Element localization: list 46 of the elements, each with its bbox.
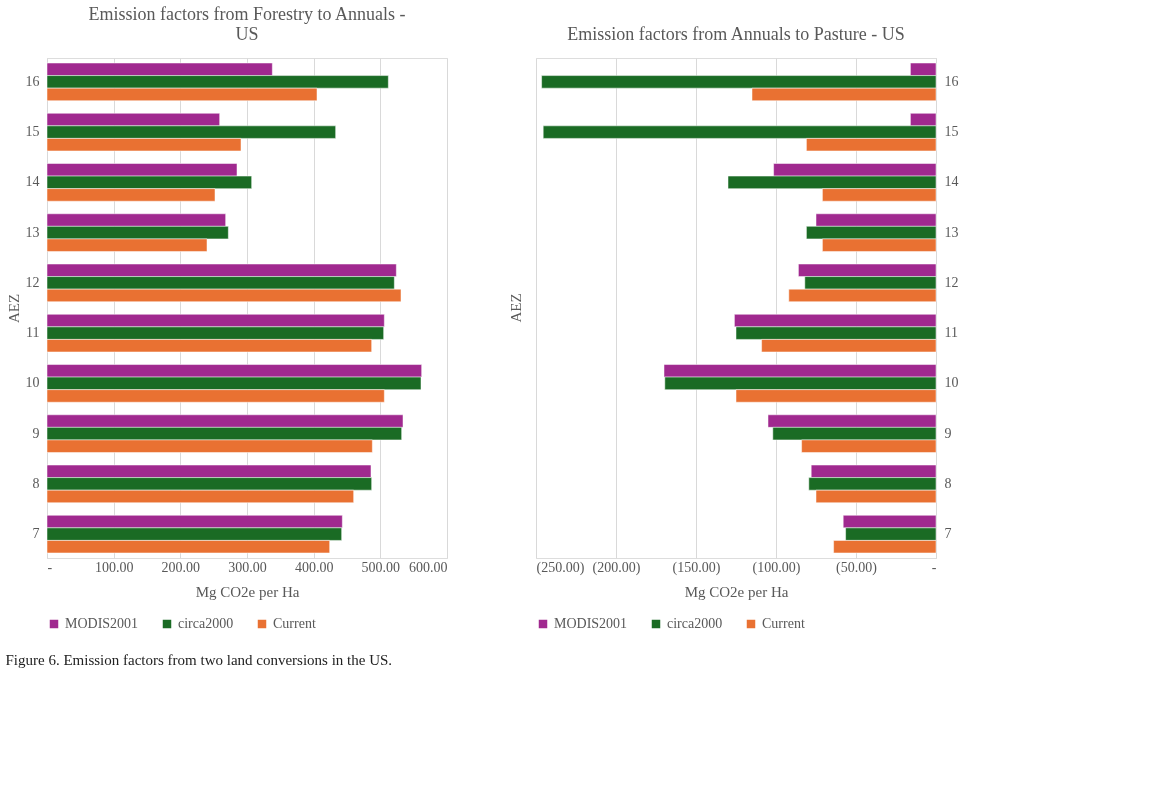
y-tick-label: 15 [944, 124, 959, 140]
y-tick-label: 10 [944, 375, 959, 391]
y-tick-label: 8 [32, 475, 40, 491]
x-axis-title: Mg CO2e per Ha [684, 583, 789, 600]
chart-title: Emission factors from Annuals to Pasture - US [567, 24, 905, 44]
y-tick-label: 16 [944, 73, 959, 89]
y-axis-title: AEZ [5, 293, 22, 324]
chart-title: Emission factors from Forestry to Annuals - US [88, 4, 406, 44]
caption: Figure 6. Emission factors from two land conversions in the US. [5, 651, 393, 668]
y-tick-label: 10 [25, 375, 40, 391]
legend-label: Current [273, 616, 316, 631]
x-tick-label: (150.00) [672, 559, 721, 576]
x-tick-label: (100.00) [752, 559, 801, 576]
x-tick-label: 600.00 [409, 559, 448, 575]
legend-label: MODIS2001 [554, 616, 628, 631]
y-tick-label: 11 [944, 325, 958, 341]
y-tick-label: 9 [32, 425, 40, 441]
y-tick-label: 14 [944, 174, 959, 190]
y-tick-label: 7 [944, 526, 952, 542]
x-tick-label: 500.00 [361, 559, 401, 575]
x-tick-label: (50.00) [836, 559, 878, 576]
y-tick-label: 16 [25, 73, 40, 89]
y-tick-label: 8 [944, 475, 952, 491]
x-tick-label: 100.00 [94, 559, 134, 575]
y-tick-label: 12 [25, 274, 40, 290]
y-tick-label: 11 [26, 325, 40, 341]
legend-label: circa2000 [667, 616, 723, 631]
legend-label: MODIS2001 [65, 616, 139, 631]
x-tick-label: (250.00) [536, 559, 585, 576]
x-axis-title: Mg CO2e per Ha [195, 583, 300, 600]
y-tick-label: 13 [25, 224, 40, 240]
legend-label: circa2000 [178, 616, 234, 631]
y-tick-label: 15 [25, 124, 40, 140]
y-tick-label: 7 [32, 526, 40, 542]
x-tick-label: 300.00 [228, 559, 267, 575]
legend-label: Current [762, 616, 805, 631]
x-tick-label: (200.00) [592, 559, 641, 576]
y-tick-label: 9 [944, 425, 952, 441]
y-tick-label: 12 [944, 274, 959, 290]
y-axis-title: AEZ [508, 293, 524, 323]
y-tick-label: 14 [25, 174, 40, 190]
x-tick-label: 400.00 [294, 559, 334, 575]
x-tick-label: - [47, 559, 53, 575]
x-tick-label: 200.00 [161, 559, 201, 575]
y-tick-label: 13 [944, 224, 959, 240]
x-tick-label: - [931, 559, 937, 575]
